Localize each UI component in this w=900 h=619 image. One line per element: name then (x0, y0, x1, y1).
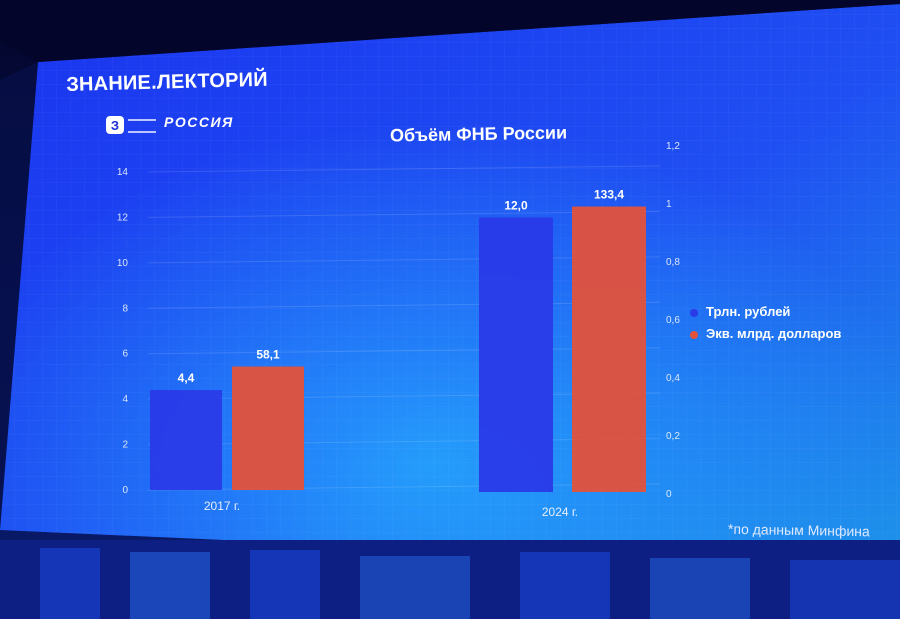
value-label-dollars-1: 133,4 (594, 188, 624, 202)
bar-rubles-0 (150, 390, 222, 490)
right-tick-label: 1,2 (666, 141, 680, 152)
legend-marker-dollars (690, 331, 698, 339)
legend-label-rubles: Трлн. рублей (706, 304, 791, 319)
left-tick-label: 10 (117, 258, 129, 269)
right-tick-label: 0,8 (666, 257, 680, 268)
gridline (147, 165, 661, 173)
value-label-dollars-0: 58,1 (256, 348, 280, 362)
right-tick-label: 0,6 (666, 315, 680, 326)
value-labels: 4,4 58,1 12,0 133,4 (178, 188, 625, 386)
znanie-logo-wordmark (128, 119, 156, 133)
value-label-rubles-0: 4,4 (178, 371, 195, 385)
left-tick-label: 0 (122, 485, 128, 496)
bar-dollars-0 (232, 366, 304, 490)
russia-logo: РОССИЯ (164, 114, 234, 130)
right-tick-label: 0,2 (666, 431, 680, 442)
category-label: 2017 г. (204, 499, 240, 513)
left-tick-label: 14 (117, 167, 129, 178)
right-axis: 0 0,2 0,4 0,6 0,8 1 1,2 (666, 141, 680, 500)
stage-bottom-pattern (0, 540, 900, 619)
right-tick-label: 1 (666, 199, 672, 210)
category-label: 2024 г. (542, 505, 578, 519)
right-tick-label: 0 (666, 489, 672, 500)
znanie-logo-icon: З (106, 116, 124, 134)
left-tick-label: 8 (122, 303, 128, 314)
bars (150, 206, 646, 493)
bar-rubles-1 (479, 217, 553, 492)
legend-label-dollars: Экв. млрд. долларов (706, 326, 842, 341)
left-axis: 0 2 4 6 8 10 12 14 (117, 167, 129, 496)
right-tick-label: 0,4 (666, 373, 680, 384)
left-tick-label: 6 (122, 349, 128, 360)
left-tick-label: 2 (122, 440, 128, 451)
legend-marker-rubles (690, 309, 698, 317)
value-label-rubles-1: 12,0 (504, 198, 528, 212)
source-footnote: *по данным Минфина (727, 520, 870, 540)
left-tick-label: 12 (117, 212, 129, 223)
bar-dollars-1 (572, 206, 646, 493)
category-labels: 2017 г. 2024 г. (204, 499, 578, 519)
left-tick-label: 4 (122, 394, 128, 405)
